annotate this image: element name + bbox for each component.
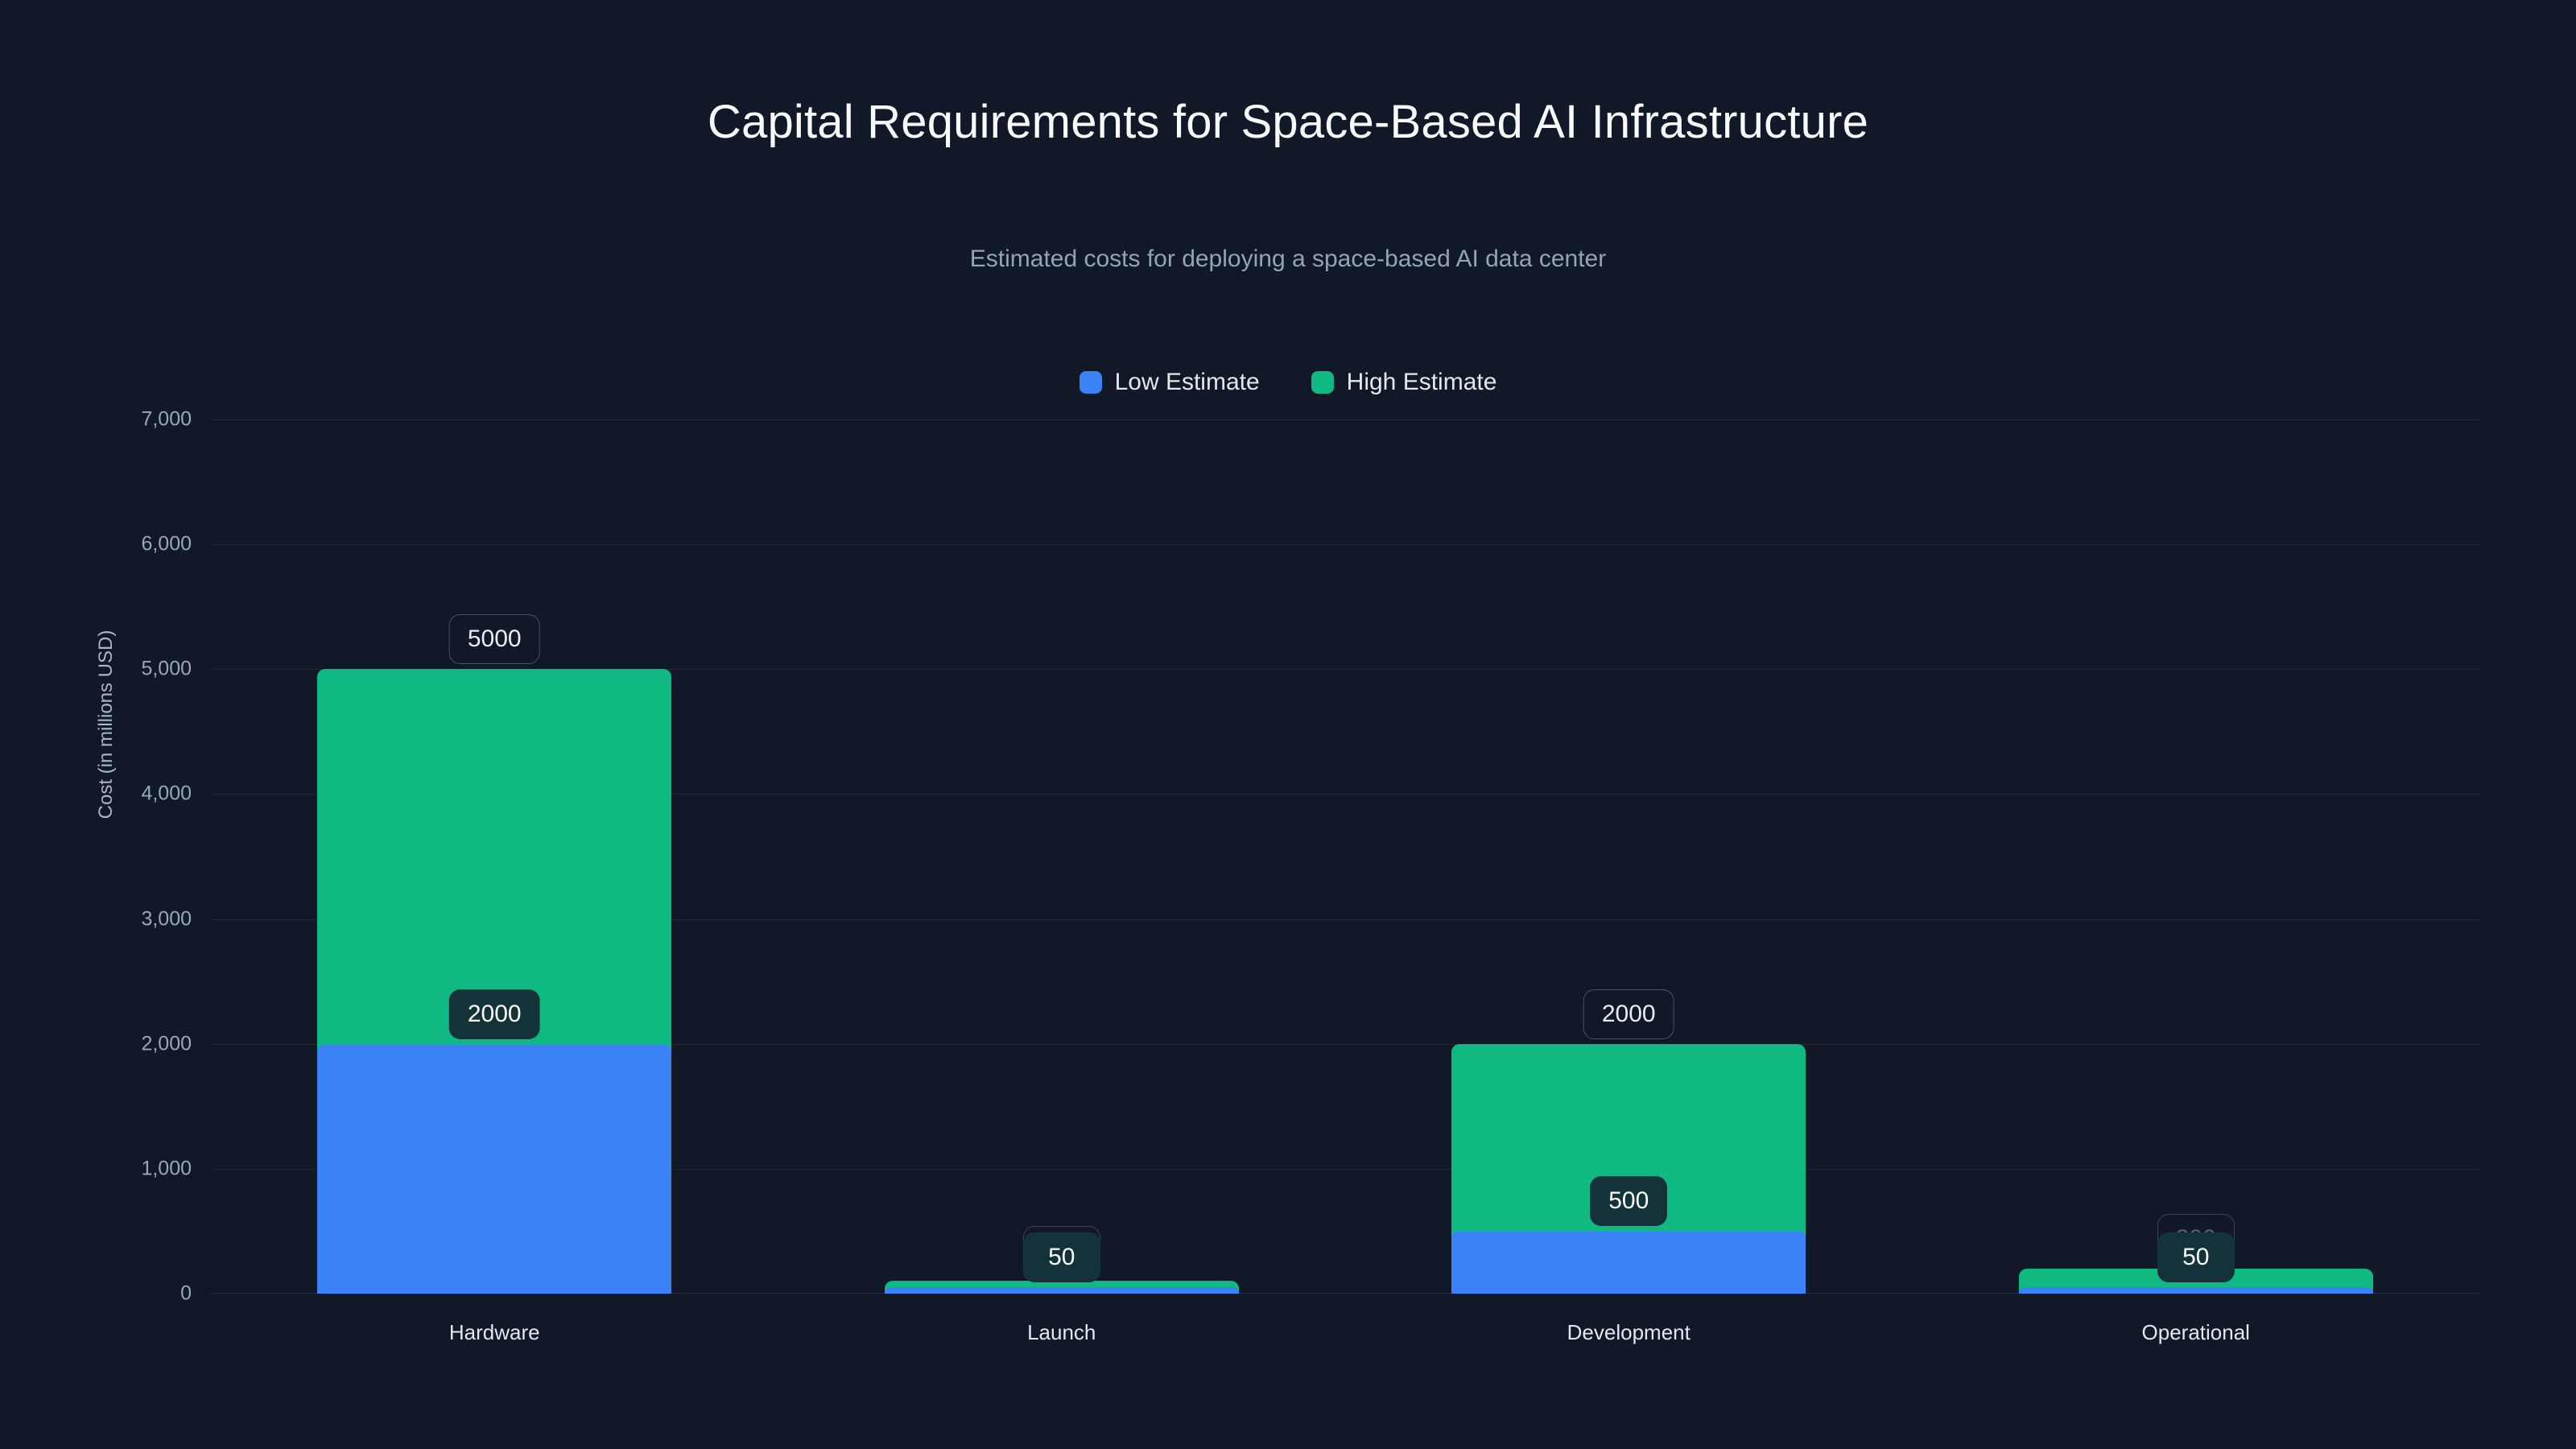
y-axis-tick-label: 4,000: [141, 782, 192, 805]
y-axis-tick-label: 6,000: [141, 532, 192, 555]
y-axis-tick-label: 1,000: [141, 1157, 192, 1180]
bar-low-development[interactable]: [1451, 1231, 1806, 1294]
y-axis-tick-label: 0: [180, 1282, 192, 1305]
y-axis-tick-label: 3,000: [141, 907, 192, 931]
value-label-low-operational: 50: [2157, 1232, 2235, 1283]
bar-low-hardware[interactable]: [317, 1043, 672, 1294]
legend-swatch-low-icon: [1079, 371, 1102, 394]
value-label-high-hardware: 5000: [448, 614, 540, 665]
grid-line: [211, 919, 2479, 920]
legend-swatch-high-icon: [1311, 371, 1334, 394]
bar-low-operational[interactable]: [2018, 1287, 2373, 1294]
x-axis-category-label: Operational: [2141, 1320, 2250, 1344]
value-label-low-hardware: 2000: [448, 989, 540, 1039]
chart-subtitle: Estimated costs for deploying a space-ba…: [969, 246, 1607, 272]
plot-area: 0 1,000 2,000 3,000 4,000 5,000 6,000 7,000 5000…: [141, 408, 2479, 1305]
bar-low-launch[interactable]: [884, 1287, 1239, 1294]
value-label-low-development: 500: [1590, 1176, 1668, 1227]
grid-line: [211, 419, 2479, 420]
value-label-high-development: 2000: [1583, 989, 1674, 1039]
y-axis-tick-label: 5,000: [141, 657, 192, 680]
y-axis-tick-label: 2,000: [141, 1032, 192, 1055]
value-label-low-launch: 50: [1022, 1232, 1100, 1283]
grid-line: [211, 1043, 2479, 1045]
grid-line: [211, 1168, 2479, 1170]
legend-item-low[interactable]: Low Estimate: [1079, 369, 1260, 395]
chart-title: Capital Requirements for Space-Based AI …: [707, 96, 1869, 148]
legend-item-high[interactable]: High Estimate: [1311, 369, 1497, 395]
x-axis-category-label: Launch: [1027, 1320, 1096, 1344]
grid-line: [211, 794, 2479, 795]
legend-label-high: High Estimate: [1346, 369, 1497, 395]
y-axis-tick-label: 7,000: [141, 407, 192, 431]
x-axis-category-label: Hardware: [448, 1320, 540, 1344]
grid-line: [211, 544, 2479, 546]
x-axis-category-label: Development: [1567, 1320, 1690, 1344]
legend-label-low: Low Estimate: [1114, 369, 1260, 395]
x-axis-baseline: [211, 1293, 2479, 1294]
grid-line: [211, 669, 2479, 671]
chart-legend: Low Estimate High Estimate: [0, 370, 2576, 394]
